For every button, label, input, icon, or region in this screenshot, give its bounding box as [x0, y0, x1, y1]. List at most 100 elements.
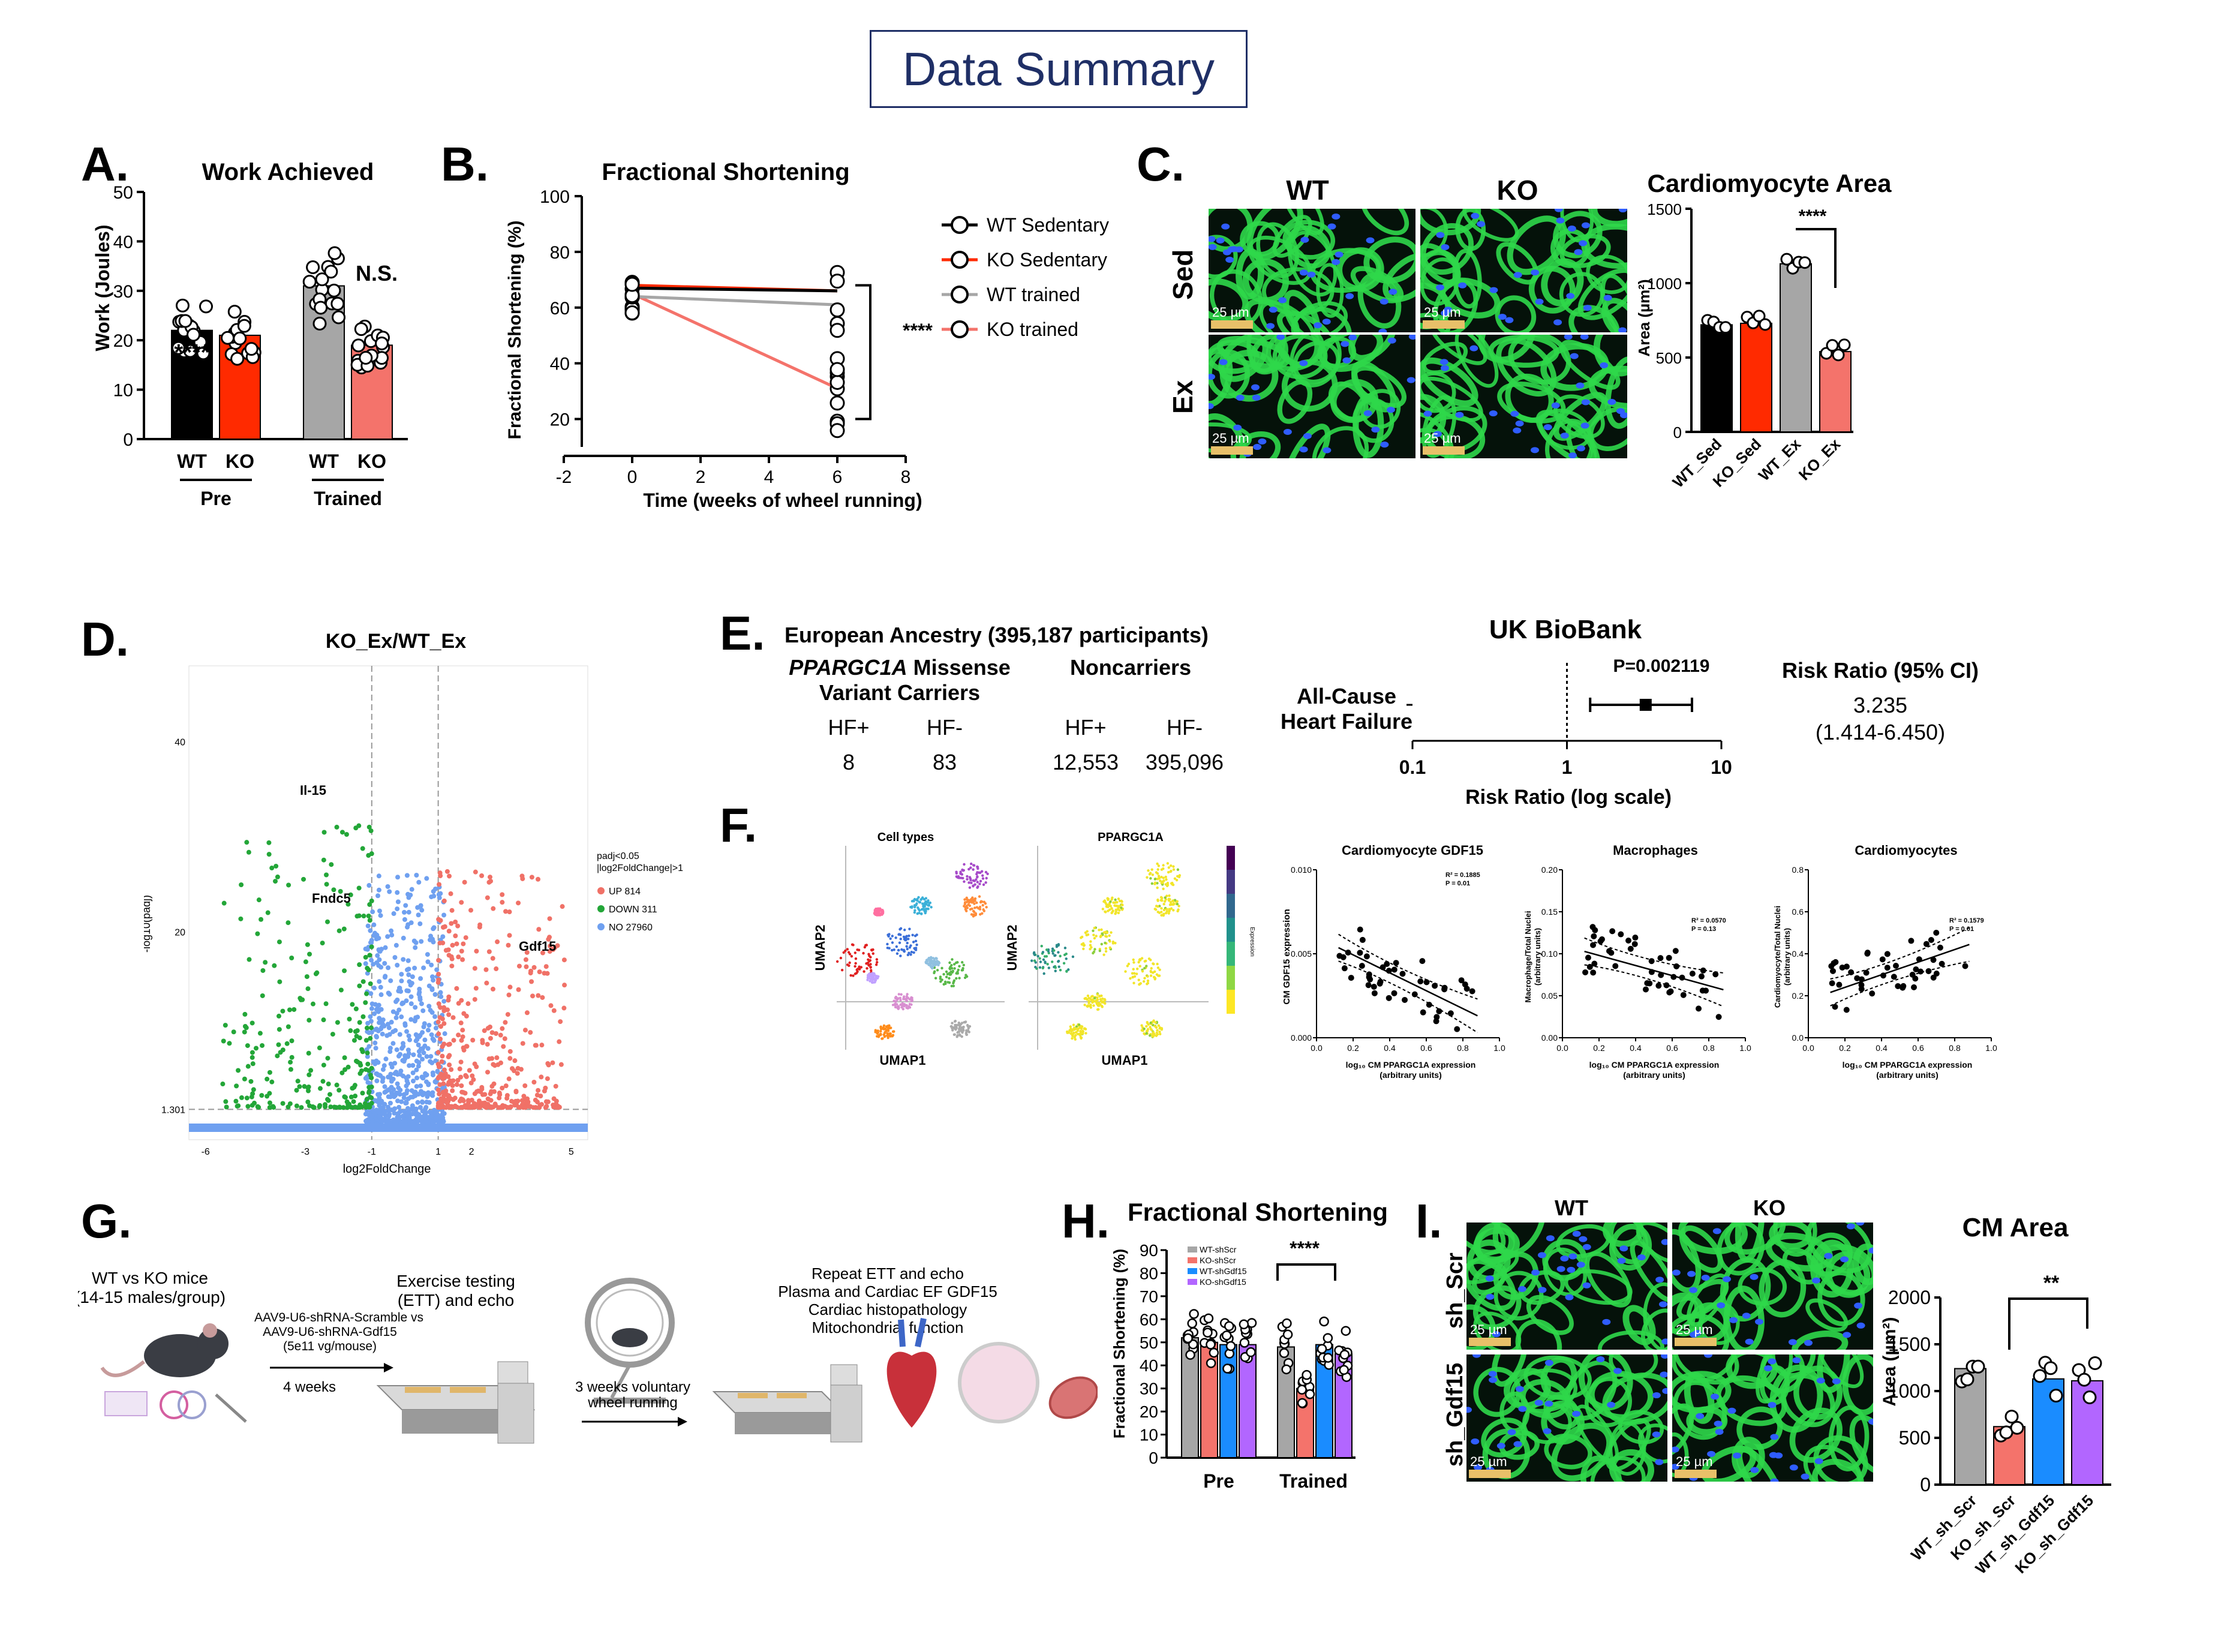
- nucleus: [1566, 293, 1575, 299]
- point-no: [400, 1041, 405, 1046]
- umap-cell: [918, 900, 921, 903]
- point-up: [506, 942, 511, 948]
- point-down: [223, 1023, 228, 1028]
- x-tick-label: 0.2: [1593, 1043, 1605, 1053]
- membrane: [1209, 347, 1233, 407]
- umap-cell: [952, 981, 955, 985]
- umap-cell: [876, 961, 879, 964]
- point-up: [536, 1088, 541, 1093]
- point-down: [297, 1084, 302, 1089]
- nucleus: [1602, 1318, 1611, 1325]
- point-up: [519, 1102, 525, 1107]
- umap-cell: [1168, 898, 1171, 901]
- umap-cell: [1124, 970, 1127, 973]
- point-down: [244, 1095, 250, 1101]
- point-no: [395, 962, 400, 968]
- point-no: [374, 1071, 380, 1077]
- point-down: [294, 1103, 299, 1109]
- nucleus: [1513, 272, 1522, 278]
- y-tick-label: 50: [1140, 1333, 1158, 1352]
- point-up: [536, 927, 542, 932]
- point-no: [431, 978, 436, 983]
- y-tick-label: 0.05: [1541, 991, 1558, 1001]
- sig-bracket: [1276, 1263, 1336, 1281]
- point-down: [314, 970, 320, 975]
- umap-cell: [972, 885, 975, 888]
- ci-band: [1830, 960, 1970, 1007]
- y-tick-label: 0.4: [1792, 949, 1804, 959]
- x-tick-label: 0.0: [1802, 1043, 1814, 1053]
- umap-cell: [914, 939, 918, 942]
- data-point: [1365, 982, 1372, 989]
- micrograph-ko-shscr: 25 µm: [1672, 1223, 1873, 1350]
- plot-area: [188, 665, 588, 1140]
- point-no: [380, 1022, 386, 1027]
- point-no: [409, 887, 414, 892]
- point-no: [386, 1104, 391, 1110]
- point-down: [356, 823, 362, 828]
- data-point: [1753, 310, 1766, 323]
- membrane: [1420, 411, 1454, 458]
- x-tick-label: 0.4: [1384, 1043, 1396, 1053]
- scale-label: 25 µm: [1424, 305, 1461, 320]
- point-no: [387, 1100, 393, 1106]
- membrane: [1773, 1223, 1817, 1257]
- point-down: [227, 1041, 232, 1046]
- y-tick-label: 20: [550, 410, 570, 430]
- point-up: [506, 992, 512, 998]
- umap-cell: [1101, 997, 1104, 1001]
- histology-icon: [958, 1342, 1039, 1423]
- nucleus: [1672, 1269, 1681, 1276]
- y-tick-label: 0: [1673, 423, 1682, 441]
- data-point: [1222, 1363, 1233, 1374]
- y-tick-label: 60: [1140, 1310, 1158, 1329]
- point-no: [377, 1113, 382, 1119]
- umap-cell: [931, 957, 934, 960]
- panel-c-sig: ****: [1799, 206, 1827, 226]
- umap-cell: [1158, 968, 1161, 971]
- umap-cell: [1036, 954, 1039, 958]
- panel-c-row-ex: Ex: [1167, 380, 1198, 414]
- data-point: [1696, 1005, 1702, 1012]
- umap-cell: [967, 881, 970, 884]
- umap-cell: [1105, 931, 1108, 934]
- nucleus: [1661, 1354, 1667, 1359]
- point-no: [399, 972, 404, 977]
- y-tick-label: 20: [1140, 1402, 1158, 1421]
- point-down: [259, 1093, 265, 1098]
- y-tick-label: 1.301: [161, 1105, 185, 1115]
- umap-cell: [865, 962, 868, 965]
- umap-cell: [1104, 935, 1107, 938]
- umap-cell: [1147, 869, 1150, 872]
- nucleus: [1489, 287, 1498, 293]
- data-point: [233, 331, 247, 346]
- membrane: [1723, 1285, 1765, 1350]
- data-point: [1960, 1372, 1974, 1386]
- umap-cell: [933, 963, 937, 967]
- point-up: [500, 1085, 505, 1091]
- umap-cell: [961, 876, 964, 880]
- point-up: [468, 1105, 473, 1110]
- nucleus: [1466, 1407, 1472, 1413]
- data-point: [1829, 980, 1835, 987]
- umap-cell: [1160, 907, 1163, 910]
- membrane: [1472, 1285, 1522, 1330]
- umap-cell: [899, 999, 902, 1002]
- series-line-3: [631, 292, 838, 390]
- umap-cell: [1041, 951, 1045, 954]
- data-point: [2043, 1361, 2058, 1375]
- data-point: [1436, 1008, 1442, 1014]
- point-down: [321, 1017, 326, 1023]
- point-down: [247, 957, 252, 962]
- umap-cell: [945, 975, 948, 978]
- legend-marker: [951, 320, 969, 338]
- nucleus: [1507, 1429, 1516, 1435]
- point-down: [363, 954, 368, 960]
- s3-stats2: P = 0.01: [1949, 926, 1974, 933]
- umap-cell: [1107, 909, 1110, 912]
- membrane: [1580, 1455, 1622, 1482]
- umap-cell: [957, 968, 960, 972]
- point-no: [432, 992, 438, 997]
- nucleus: [1378, 328, 1387, 332]
- point-no: [438, 994, 444, 999]
